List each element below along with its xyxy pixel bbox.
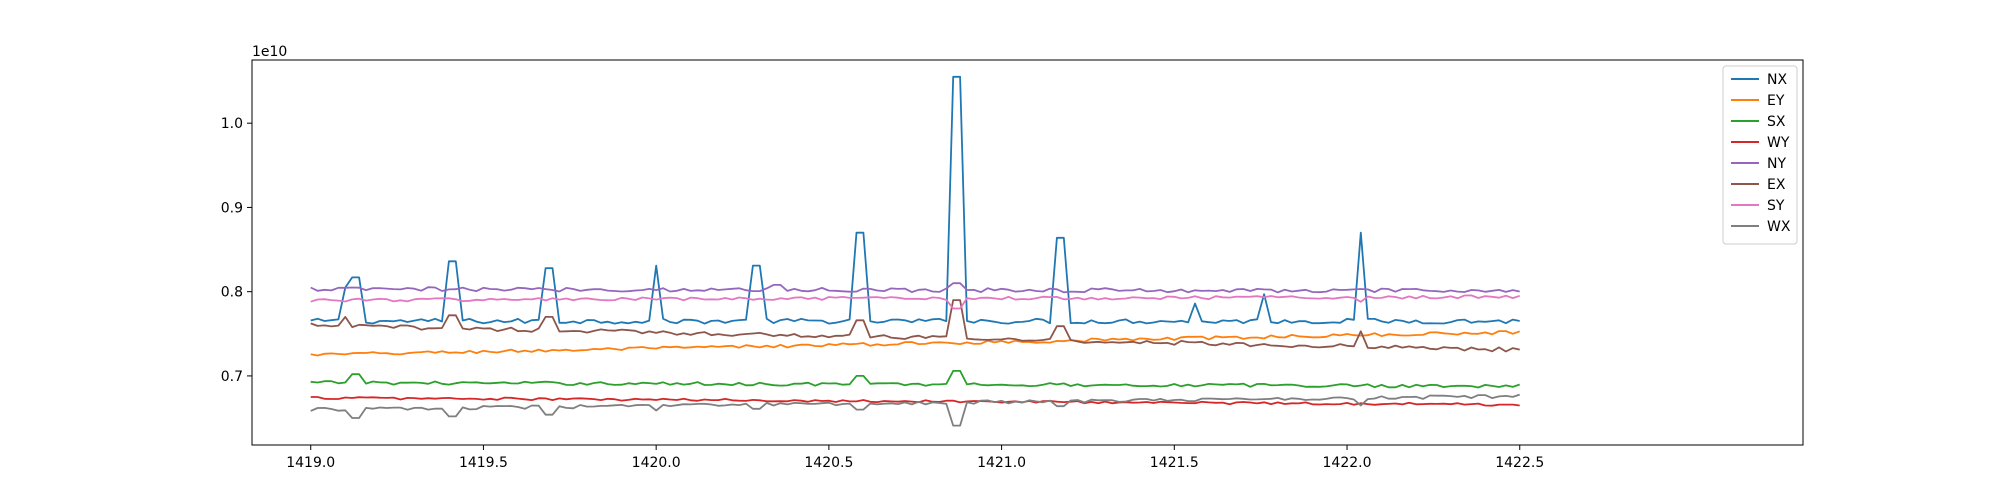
series-line-wx: [310, 393, 1520, 427]
series-line-ny: [310, 282, 1520, 294]
x-tick-label: 1419.0: [286, 455, 335, 471]
legend-label-ex: EX: [1767, 177, 1786, 193]
legend-label-sy: SY: [1767, 198, 1785, 214]
plot-lines: [310, 75, 1521, 427]
x-tick-label: 1422.0: [1323, 455, 1372, 471]
plot-frame: [251, 59, 1804, 446]
series-line-sx: [310, 369, 1520, 389]
legend-label-wy: WY: [1767, 135, 1790, 151]
legend-label-ny: NY: [1767, 156, 1786, 172]
y-axis: 0.7 0.8 0.9 1.0: [221, 116, 252, 385]
y-offset-label: 1e10: [252, 44, 287, 60]
legend: NX EY SX WY NY EX SY WX: [1722, 65, 1798, 245]
y-tick-label: 0.7: [221, 369, 243, 385]
legend-label-ey: EY: [1767, 93, 1785, 109]
y-tick-label: 0.8: [221, 285, 243, 301]
series-line-wy: [310, 396, 1520, 407]
series-line-sy: [310, 294, 1520, 310]
x-tick-label: 1420.5: [804, 455, 853, 471]
series-line-ey: [310, 330, 1521, 357]
y-tick-label: 0.9: [221, 200, 243, 216]
legend-box: [1722, 65, 1798, 245]
legend-label-sx: SX: [1767, 114, 1786, 130]
legend-label-wx: WX: [1767, 219, 1791, 235]
y-tick-label: 1.0: [221, 116, 243, 132]
legend-label-nx: NX: [1767, 72, 1787, 88]
x-tick-label: 1421.5: [1150, 455, 1199, 471]
series-line-ex: [310, 299, 1520, 353]
x-tick-label: 1421.0: [977, 455, 1026, 471]
x-tick-label: 1419.5: [459, 455, 508, 471]
x-tick-label: 1420.0: [632, 455, 681, 471]
series-line-nx: [310, 75, 1520, 325]
x-axis: 1419.0 1419.5 1420.0 1420.5 1421.0 1421.5 1422…: [286, 445, 1544, 471]
x-tick-label: 1422.5: [1495, 455, 1544, 471]
